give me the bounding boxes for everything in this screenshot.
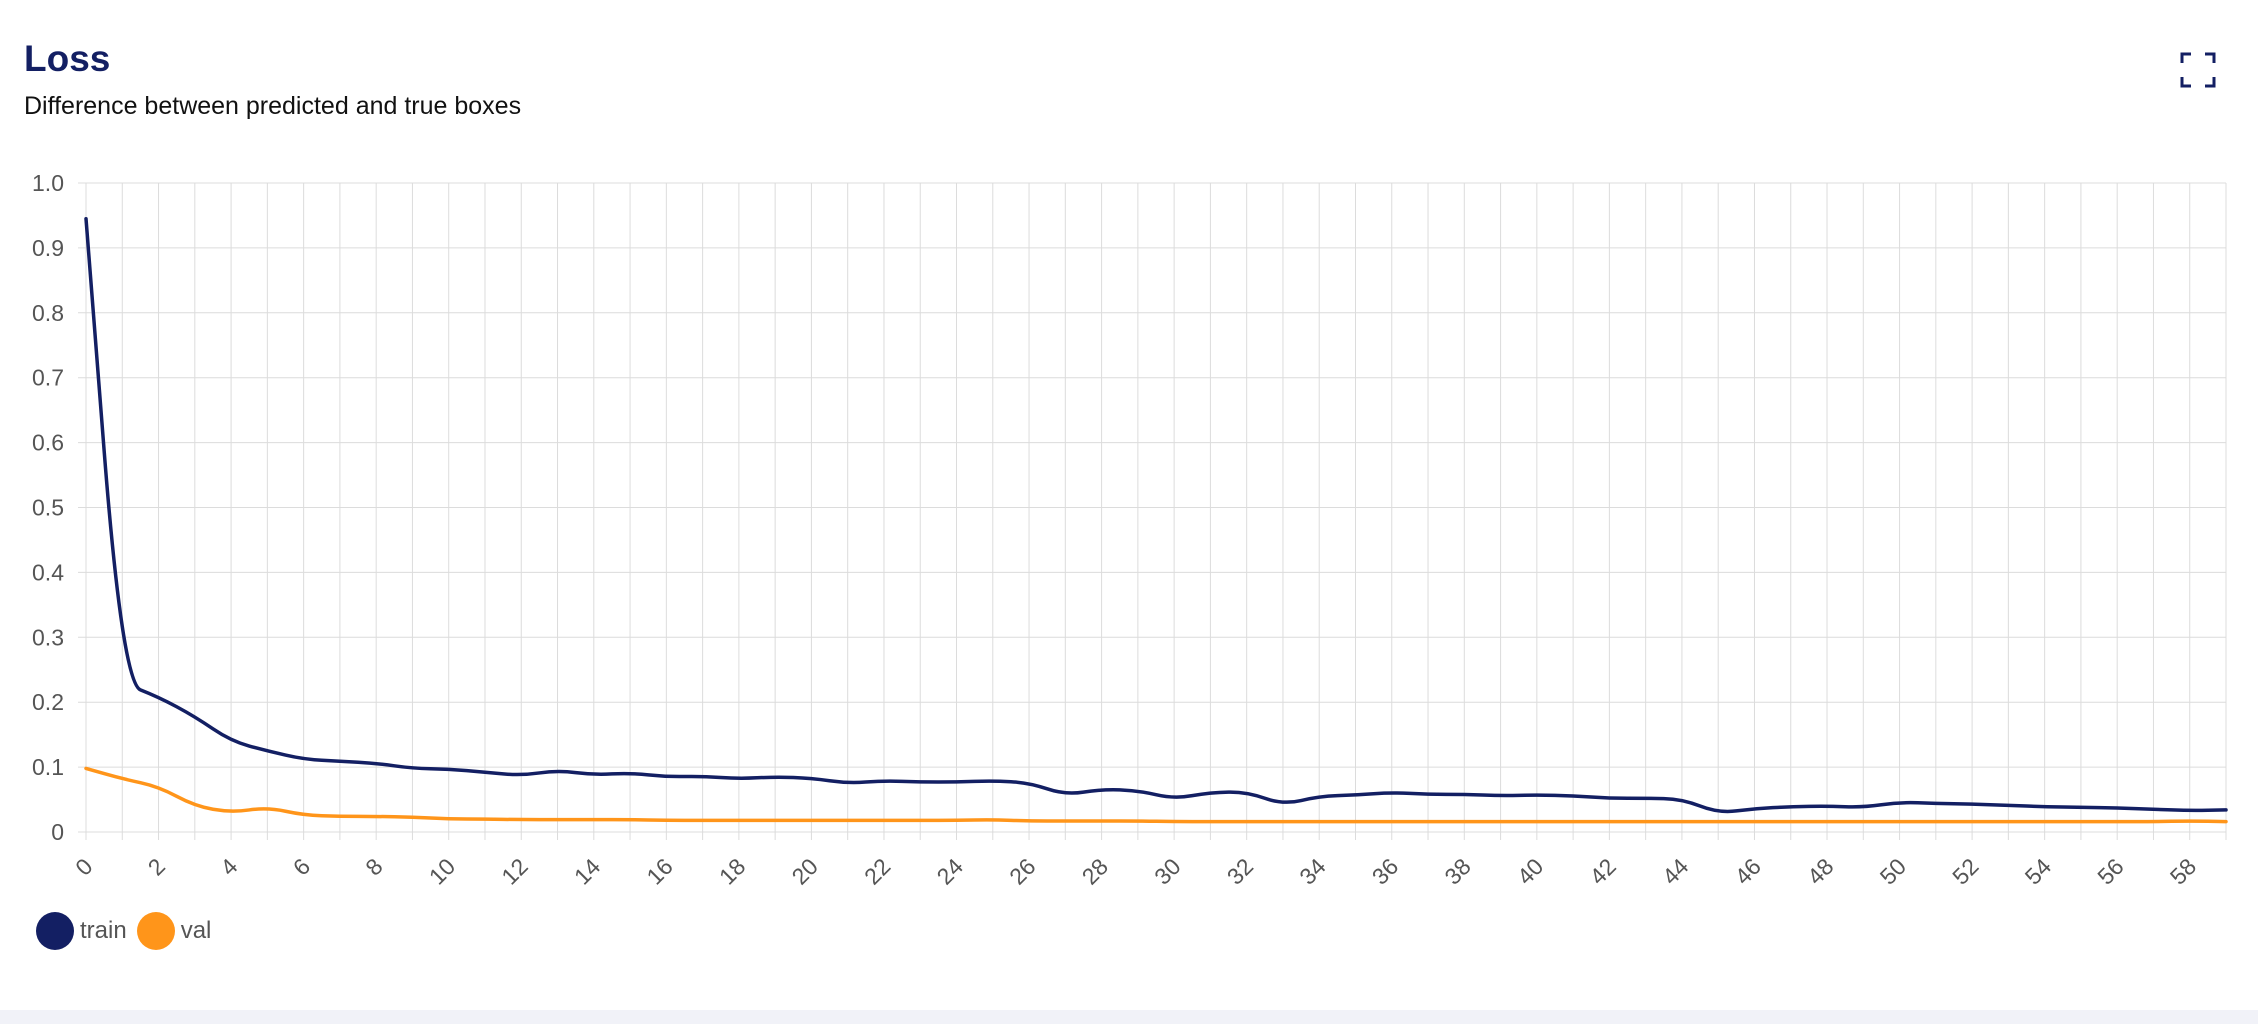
chart-subtitle: Difference between predicted and true bo… (24, 92, 522, 120)
y-tick-label: 1.0 (32, 170, 64, 196)
y-tick-label: 0.2 (32, 689, 64, 715)
x-tick-label: 10 (424, 853, 460, 889)
x-tick-label: 40 (1512, 853, 1548, 889)
x-tick-label: 44 (1657, 853, 1694, 890)
x-tick-label: 16 (641, 853, 677, 889)
fullscreen-button[interactable] (2180, 52, 2216, 88)
x-tick-label: 2 (143, 853, 170, 880)
fullscreen-icon (2180, 52, 2216, 88)
x-tick-label: 20 (786, 853, 822, 889)
loss-line-chart: 00.10.20.30.40.50.60.70.80.91.00 2 4 6 8 10 12… (32, 170, 2228, 890)
x-tick-label: 4 (215, 853, 243, 881)
x-tick-label: 24 (932, 853, 969, 890)
y-tick-label: 0 (51, 819, 64, 845)
y-tick-label: 0.7 (32, 365, 64, 391)
chart-legend: train val (36, 912, 221, 950)
x-tick-label: 22 (859, 853, 895, 889)
y-tick-label: 0.9 (32, 235, 64, 261)
x-tick-label: 54 (2020, 853, 2057, 890)
x-tick-label: 56 (2092, 853, 2128, 889)
x-tick-label: 14 (569, 853, 606, 890)
legend-swatch-val (136, 912, 175, 950)
chart-title: Loss (24, 38, 111, 79)
legend-swatch-train (36, 912, 74, 950)
x-tick-label: 28 (1077, 853, 1113, 889)
page-bottom-strip (0, 1010, 2258, 1024)
legend-item-train[interactable]: train (36, 912, 127, 950)
x-tick-label: 34 (1294, 853, 1331, 890)
x-tick-label: 8 (360, 853, 387, 880)
x-tick-label: 30 (1149, 853, 1185, 889)
y-tick-label: 0.8 (32, 300, 64, 326)
x-tick-label: 18 (714, 853, 750, 889)
x-tick-label: 32 (1222, 853, 1258, 889)
x-tick-label: 26 (1004, 853, 1040, 889)
y-tick-label: 0.3 (32, 624, 64, 650)
legend-item-val[interactable]: val (136, 912, 212, 950)
x-tick-label: 42 (1584, 853, 1620, 889)
x-tick-label: 36 (1367, 853, 1403, 889)
x-tick-label: 52 (1947, 853, 1983, 889)
x-tick-label: 46 (1730, 853, 1766, 889)
legend-label-train: train (80, 917, 127, 944)
y-tick-label: 0.5 (32, 495, 64, 521)
y-tick-label: 0.6 (32, 430, 64, 456)
legend-label-val: val (180, 917, 212, 944)
y-tick-label: 0.1 (32, 754, 64, 780)
y-tick-label: 0.4 (32, 559, 64, 585)
series-line-val (84, 766, 2228, 824)
x-tick-label: 38 (1439, 853, 1475, 889)
x-tick-label: 58 (2165, 853, 2201, 889)
x-tick-label: 50 (1875, 853, 1911, 889)
x-tick-label: 6 (288, 853, 315, 880)
x-tick-label: 12 (496, 853, 532, 889)
series-line-train (84, 216, 2228, 814)
x-tick-label: 0 (70, 853, 97, 880)
x-tick-label: 48 (1802, 853, 1838, 889)
